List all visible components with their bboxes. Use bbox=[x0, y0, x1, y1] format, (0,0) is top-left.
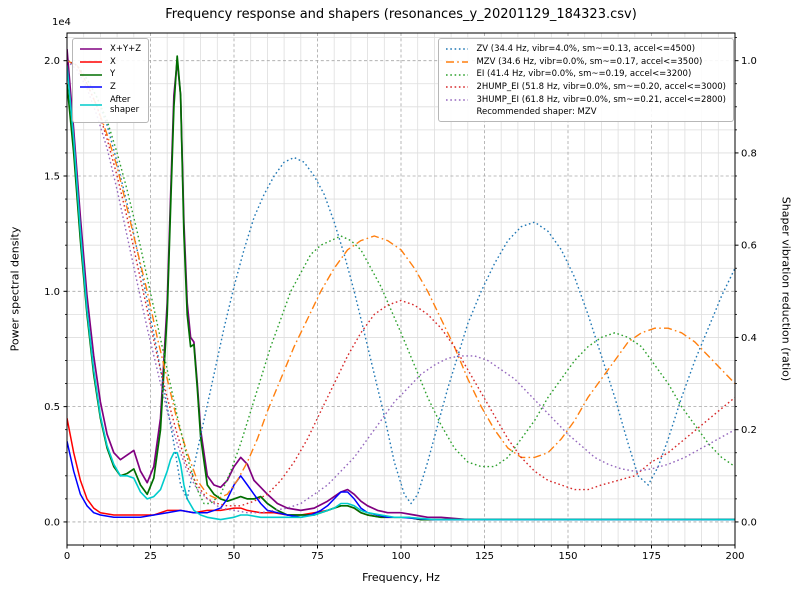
svg-text:25: 25 bbox=[144, 551, 157, 562]
svg-text:75: 75 bbox=[311, 551, 324, 562]
legend-label: 2HUMP_EI (51.8 Hz, vibr=0.0%, sm~=0.20, … bbox=[476, 81, 726, 92]
axes-frame-and-ticks: 0 25 50 75 100 125 150 175 200 0.0 0.5 1.0 1.5 2.0 0.0… bbox=[44, 32, 757, 562]
y-axis-right-label: Shaper vibration reduction (ratio) bbox=[779, 196, 793, 382]
legend-item-x: X bbox=[79, 57, 141, 68]
svg-text:1.5: 1.5 bbox=[44, 171, 60, 182]
svg-text:1.0: 1.0 bbox=[741, 56, 757, 67]
svg-text:125: 125 bbox=[475, 551, 494, 562]
legend-label: MZV (34.6 Hz, vibr=0.0%, sm~=0.17, accel… bbox=[476, 56, 703, 67]
legend-label: ZV (34.4 Hz, vibr=4.0%, sm~=0.13, accel<… bbox=[476, 44, 696, 54]
legend-sample-line bbox=[446, 86, 469, 88]
legend-sample-line bbox=[446, 73, 469, 76]
svg-text:0.6: 0.6 bbox=[741, 241, 757, 252]
legend-label: After shaper bbox=[110, 94, 140, 116]
legend-sample-line bbox=[80, 73, 102, 76]
legend-item-2hump-ei: 2HUMP_EI (51.8 Hz, vibr=0.0%, sm~=0.20, … bbox=[445, 82, 726, 93]
legend-item-ei: EI (41.4 Hz, vibr=0.0%, sm~=0.19, accel<… bbox=[445, 69, 726, 80]
series-mzv bbox=[67, 60, 735, 500]
legend-recommended-shaper: Recommended shaper: MZV bbox=[476, 107, 597, 118]
svg-text:200: 200 bbox=[725, 551, 744, 562]
legend-label: Z bbox=[110, 81, 116, 92]
series-group bbox=[67, 49, 735, 521]
legend-item-after-shaper: After shaper bbox=[79, 95, 141, 116]
legend-label: EI (41.4 Hz, vibr=0.0%, sm~=0.19, accel<… bbox=[476, 69, 692, 80]
y-axis-offset-label: 1e4 bbox=[52, 17, 71, 28]
svg-text:150: 150 bbox=[558, 551, 577, 562]
legend-item-3hump-ei: 3HUMP_EI (61.8 Hz, vibr=0.0%, sm~=0.21, … bbox=[445, 95, 726, 106]
svg-text:0.2: 0.2 bbox=[741, 425, 757, 436]
legend-item-x-y-z: X+Y+Z bbox=[79, 44, 141, 55]
legend-label: X+Y+Z bbox=[110, 44, 142, 54]
series-2hump-ei bbox=[67, 60, 735, 507]
legend-sample-line bbox=[446, 99, 469, 101]
legend-item-mzv: MZV (34.6 Hz, vibr=0.0%, sm~=0.17, accel… bbox=[445, 57, 726, 68]
legend-sample-line bbox=[80, 104, 102, 106]
legend-label: X bbox=[110, 56, 116, 67]
series-ei bbox=[67, 60, 735, 505]
series-after-shaper bbox=[67, 65, 735, 521]
svg-text:1.0: 1.0 bbox=[44, 287, 60, 298]
svg-text:100: 100 bbox=[391, 551, 410, 562]
svg-text:0.0: 0.0 bbox=[44, 517, 60, 528]
legend-sample-line bbox=[446, 61, 469, 63]
legend-sample-line bbox=[446, 48, 469, 51]
series-x-y-z bbox=[67, 49, 735, 521]
chart-title: Frequency response and shapers (resonanc… bbox=[165, 7, 637, 22]
svg-text:0.8: 0.8 bbox=[741, 148, 757, 159]
legend-label: 3HUMP_EI (61.8 Hz, vibr=0.0%, sm~=0.21, … bbox=[476, 94, 726, 105]
svg-text:0.0: 0.0 bbox=[741, 517, 757, 528]
legend-shapers: ZV (34.4 Hz, vibr=4.0%, sm~=0.13, accel<… bbox=[438, 38, 734, 123]
svg-text:0.4: 0.4 bbox=[741, 333, 757, 344]
legend-item-zv: ZV (34.4 Hz, vibr=4.0%, sm~=0.13, accel<… bbox=[445, 44, 726, 55]
legend-psd: X+Y+Z X Y Z After shaper bbox=[72, 38, 150, 123]
legend-sample-line bbox=[80, 48, 102, 51]
legend-label: Y bbox=[110, 69, 116, 80]
legend-item-z: Z bbox=[79, 82, 141, 93]
legend-psd-items: X+Y+Z X Y Z After shaper bbox=[79, 44, 141, 116]
svg-text:50: 50 bbox=[228, 551, 241, 562]
svg-text:2.0: 2.0 bbox=[44, 56, 60, 67]
svg-text:175: 175 bbox=[642, 551, 661, 562]
y-axis-left-label: Power spectral density bbox=[8, 226, 22, 352]
legend-sample-line bbox=[80, 61, 102, 63]
legend-shapers-items: ZV (34.4 Hz, vibr=4.0%, sm~=0.13, accel<… bbox=[445, 44, 726, 105]
svg-text:0: 0 bbox=[64, 551, 70, 562]
legend-sample-line bbox=[80, 86, 102, 88]
series-3hump-ei bbox=[67, 60, 735, 514]
svg-text:0.5: 0.5 bbox=[44, 402, 60, 413]
legend-item-y: Y bbox=[79, 69, 141, 80]
x-axis-label: Frequency, Hz bbox=[362, 571, 440, 584]
